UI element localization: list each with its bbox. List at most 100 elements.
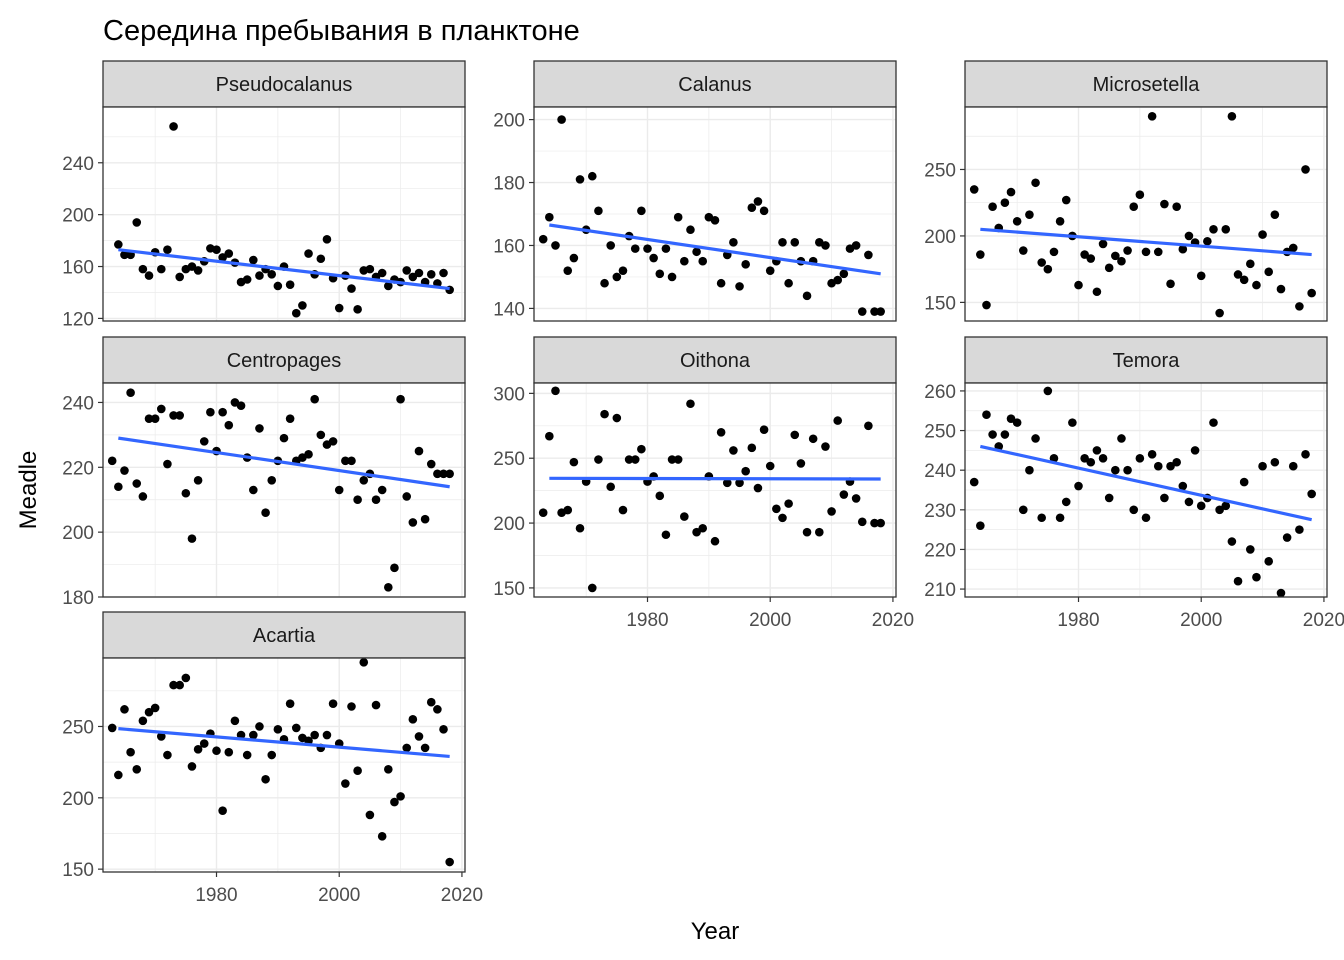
- data-point: [1276, 284, 1286, 294]
- data-point: [1123, 246, 1132, 255]
- data-point: [1276, 588, 1286, 598]
- y-tick-label: 150: [493, 579, 525, 600]
- data-point: [1209, 418, 1218, 427]
- trend-line: [980, 227, 1312, 257]
- data-point: [144, 271, 154, 280]
- data-point: [759, 425, 769, 434]
- data-point: [365, 810, 375, 820]
- data-point: [1160, 493, 1169, 503]
- data-point: [594, 455, 603, 464]
- data-point: [414, 446, 424, 456]
- data-point: [402, 743, 412, 753]
- panel-border: [964, 382, 1328, 598]
- data-point: [594, 206, 603, 216]
- data-point: [710, 536, 720, 546]
- data-point: [402, 492, 412, 501]
- data-point: [1018, 505, 1028, 515]
- panel-border: [533, 382, 897, 598]
- data-point: [218, 407, 227, 417]
- data-point: [310, 730, 319, 740]
- data-point: [156, 732, 166, 741]
- trend-line: [549, 223, 881, 276]
- y-tick-label: 240: [62, 393, 94, 414]
- data-point: [1080, 250, 1089, 259]
- facet-strip-label: Temora: [1113, 350, 1181, 372]
- facet-panel-centropages: Centropages 180 200 220 240: [62, 336, 466, 609]
- data-point: [212, 746, 221, 756]
- data-point: [285, 280, 295, 289]
- data-point: [1307, 288, 1316, 298]
- data-point: [784, 278, 793, 288]
- data-point: [402, 266, 412, 275]
- data-point: [114, 240, 123, 249]
- data-point: [377, 268, 387, 278]
- data-point: [851, 241, 861, 250]
- data-point: [1301, 165, 1310, 174]
- data-point: [753, 197, 763, 206]
- trend-line: [118, 727, 450, 759]
- data-point: [433, 705, 442, 714]
- data-point: [107, 723, 117, 733]
- data-point: [747, 203, 757, 213]
- data-point: [1006, 187, 1016, 197]
- data-point: [353, 305, 362, 314]
- facet-strip-label: Pseudocalanus: [216, 74, 353, 96]
- y-tick-label: 200: [493, 111, 525, 132]
- data-point: [649, 253, 658, 263]
- data-point: [1006, 414, 1016, 423]
- data-point: [655, 491, 665, 501]
- data-point: [969, 477, 979, 487]
- data-point: [778, 238, 787, 247]
- data-point: [1233, 576, 1243, 586]
- data-point: [255, 424, 264, 433]
- data-point: [169, 122, 178, 131]
- data-point: [408, 518, 418, 527]
- data-point: [1031, 434, 1040, 443]
- data-point: [1166, 461, 1175, 471]
- data-point: [876, 307, 885, 316]
- data-point: [538, 508, 548, 517]
- y-tick-label: 160: [62, 258, 94, 279]
- data-point: [1227, 537, 1237, 546]
- data-point: [126, 747, 135, 757]
- data-point: [1270, 210, 1280, 219]
- data-point: [175, 680, 184, 690]
- data-point: [267, 750, 277, 760]
- data-point: [187, 534, 197, 543]
- data-point: [1086, 457, 1096, 467]
- data-point: [772, 504, 781, 514]
- data-point: [236, 401, 246, 410]
- data-point: [390, 797, 399, 807]
- data-point: [1153, 461, 1163, 471]
- x-tick-label: 2020: [441, 885, 483, 906]
- y-tick-label: 200: [62, 789, 94, 810]
- data-point: [187, 262, 197, 271]
- data-point: [291, 308, 301, 318]
- data-point: [569, 457, 579, 467]
- data-point: [377, 485, 387, 495]
- data-point: [285, 699, 295, 708]
- data-point: [285, 414, 295, 423]
- data-point: [637, 206, 646, 216]
- data-point: [870, 518, 879, 528]
- data-point: [242, 275, 252, 284]
- data-point: [612, 413, 622, 423]
- data-point: [420, 514, 430, 524]
- data-point: [218, 253, 227, 262]
- data-point: [1104, 263, 1114, 273]
- data-point: [551, 241, 560, 250]
- data-point: [120, 705, 129, 714]
- data-point: [1129, 202, 1139, 211]
- data-point: [575, 175, 585, 184]
- data-point: [199, 739, 209, 748]
- data-point: [242, 750, 252, 760]
- data-point: [1178, 244, 1188, 254]
- data-point: [716, 278, 726, 288]
- data-point: [1025, 210, 1034, 219]
- data-point: [1031, 178, 1040, 188]
- data-point: [156, 264, 166, 274]
- data-point: [150, 703, 160, 713]
- facet-panel-calanus: Calanus 140 160 180 200: [493, 60, 897, 322]
- data-point: [439, 725, 448, 734]
